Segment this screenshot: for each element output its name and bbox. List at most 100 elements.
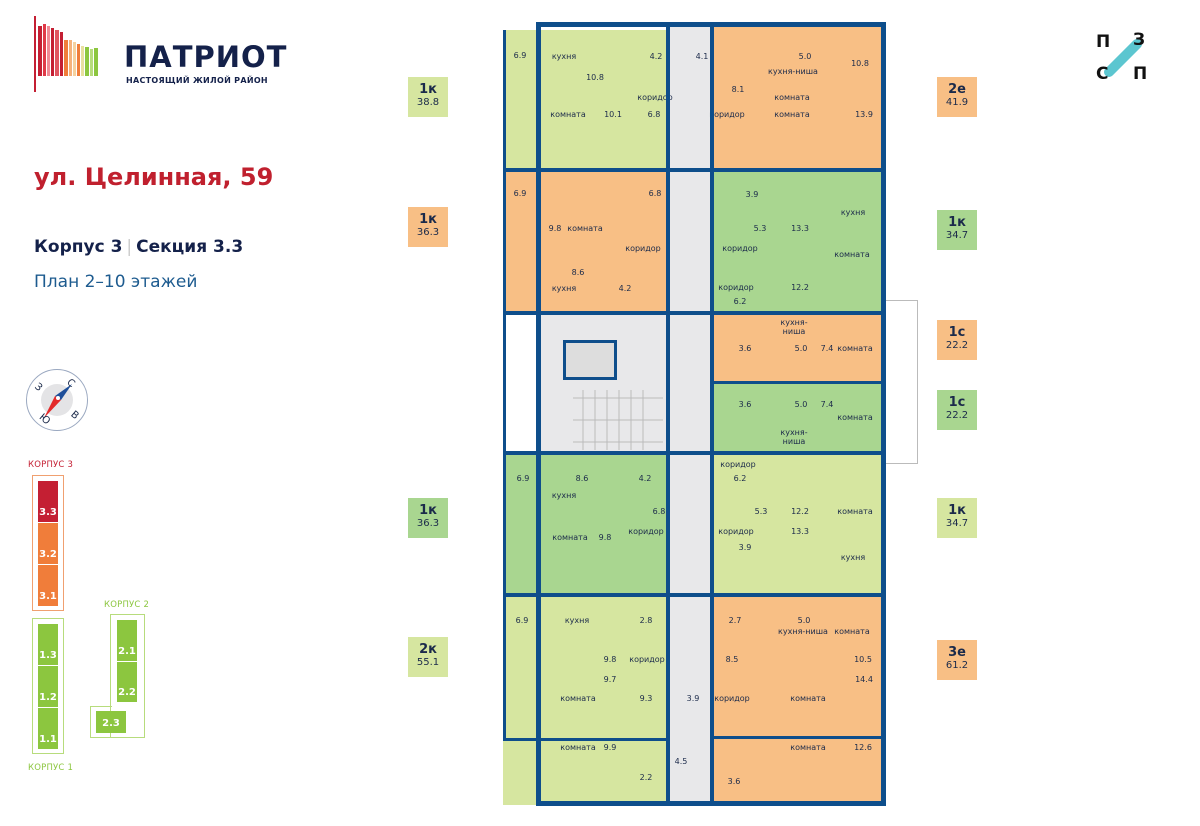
room-label: комната — [774, 110, 810, 119]
apartment-4-area[interactable] — [710, 170, 882, 313]
room-label: 5.0 — [794, 344, 808, 353]
apartment-area: 22.2 — [945, 410, 969, 421]
room-label: 3.6 — [727, 777, 741, 786]
apartment-tag[interactable]: 1к 38.8 — [408, 77, 448, 117]
room-label: кухня- — [780, 428, 808, 437]
room-label: 3.6 — [738, 400, 752, 409]
wall — [710, 22, 714, 806]
room-label: 6.9 — [513, 51, 527, 60]
apartment-type: 1к — [419, 82, 437, 97]
wall — [503, 593, 886, 597]
apartment-tag[interactable]: 2к 55.1 — [408, 637, 448, 677]
apartment-tag[interactable]: 1к 36.3 — [408, 207, 448, 247]
apartment-tag[interactable]: 3е 61.2 — [937, 640, 977, 680]
apartment-6-area[interactable] — [710, 383, 882, 453]
room-label: комната — [837, 344, 873, 353]
apartment-tag[interactable]: 1с 22.2 — [937, 390, 977, 430]
room-label: 8.6 — [571, 268, 585, 277]
apartment-tag[interactable]: 1с 22.2 — [937, 320, 977, 360]
section-label: Секция 3.3 — [136, 237, 244, 257]
elevator-icon — [563, 340, 617, 380]
room-label: коридор — [709, 110, 745, 119]
room-label: 3.9 — [686, 694, 700, 703]
room-label: кухня-ниша — [768, 67, 818, 76]
apartment-10-area[interactable] — [710, 595, 882, 805]
room-label: 5.0 — [798, 52, 812, 61]
room-label: кухня- — [780, 318, 808, 327]
room-label: 4.1 — [695, 52, 709, 61]
apartment-tag[interactable]: 1к 34.7 — [937, 210, 977, 250]
section-2-2[interactable]: 2.2 — [117, 662, 137, 702]
apartment-area: 36.3 — [416, 518, 440, 529]
apartment-8-area[interactable] — [710, 453, 882, 595]
section-1-3[interactable]: 1.3 — [38, 624, 58, 665]
apartment-type: 1с — [948, 325, 966, 340]
apartment-3-area[interactable] — [503, 170, 670, 313]
apartment-tag[interactable]: 1к 34.7 — [937, 498, 977, 538]
room-label: 12.6 — [854, 743, 872, 752]
apartment-type: 1к — [948, 215, 966, 230]
section-title: Корпус 3 | Секция 3.3 — [34, 237, 243, 257]
room-label: 8.5 — [725, 655, 739, 664]
section-3-1[interactable]: 3.1 — [38, 565, 58, 606]
room-label: 12.2 — [791, 507, 809, 516]
room-label: 2.2 — [639, 773, 653, 782]
apartment-type: 1с — [948, 395, 966, 410]
room-label: 7.4 — [820, 400, 834, 409]
room-label: 13.3 — [791, 224, 809, 233]
room-label: кухня — [564, 616, 590, 625]
wall — [503, 168, 886, 172]
room-label: 6.9 — [515, 616, 529, 625]
apartment-area: 22.2 — [945, 340, 969, 351]
apartment-tag[interactable]: 2е 41.9 — [937, 77, 977, 117]
section-1-1[interactable]: 1.1 — [38, 708, 58, 749]
apartment-tag[interactable]: 1к 36.3 — [408, 498, 448, 538]
room-label: комната — [567, 224, 603, 233]
korpus3-label: КОРПУС 3 — [28, 460, 74, 470]
section-1-2[interactable]: 1.2 — [38, 666, 58, 707]
room-label: кухня — [551, 52, 577, 61]
room-label: 6.8 — [652, 507, 666, 516]
divider: | — [126, 237, 133, 257]
room-label: 3.9 — [745, 190, 759, 199]
apartment-5-area[interactable] — [710, 313, 882, 383]
section-2-3[interactable]: 2.3 — [96, 711, 126, 733]
apartment-9-area[interactable] — [503, 595, 670, 805]
room-label: коридор — [718, 283, 754, 292]
apartment-area: 36.3 — [416, 227, 440, 238]
section-2-1[interactable]: 2.1 — [117, 620, 137, 661]
room-label: 7.4 — [820, 344, 834, 353]
room-label: кухня — [840, 553, 866, 562]
apartment-area: 38.8 — [416, 97, 440, 108]
pzsp-logo: П З С П — [1093, 30, 1149, 86]
apartment-7-area[interactable] — [503, 453, 670, 595]
pzsp-stripe-icon — [1104, 39, 1142, 77]
room-label: комната — [774, 93, 810, 102]
pzsp-letter: С — [1096, 64, 1109, 84]
address-title: ул. Целинная, 59 — [34, 163, 274, 191]
apartment-1-area[interactable] — [503, 30, 670, 170]
room-label: 6.2 — [733, 297, 747, 306]
pzsp-letter: П — [1133, 64, 1148, 84]
wall — [710, 381, 886, 384]
floor-plan: 6.9 кухня 4.2 10.8 коридор комната 10.1 6.8 4.1 5… — [503, 22, 886, 806]
korpus1-outline — [32, 618, 64, 754]
wall — [503, 451, 886, 455]
section-3-3[interactable]: 3.3 — [38, 481, 58, 522]
wall — [881, 22, 886, 806]
room-label: коридор — [628, 527, 664, 536]
room-label: коридор — [722, 244, 758, 253]
room-label: комната — [834, 250, 870, 259]
room-label: 5.0 — [794, 400, 808, 409]
room-label: кухня — [551, 491, 577, 500]
apartment-type: 1к — [419, 212, 437, 227]
floors-label: План 2–10 этажей — [34, 272, 198, 292]
compass-needle-icon — [44, 384, 72, 418]
room-label: коридор — [629, 655, 665, 664]
room-label: кухня — [840, 208, 866, 217]
apartment-type: 1к — [419, 503, 437, 518]
section-3-2[interactable]: 3.2 — [38, 523, 58, 564]
room-label: 13.9 — [855, 110, 873, 119]
room-label: коридор — [714, 694, 750, 703]
apartment-2-area[interactable] — [710, 22, 882, 170]
